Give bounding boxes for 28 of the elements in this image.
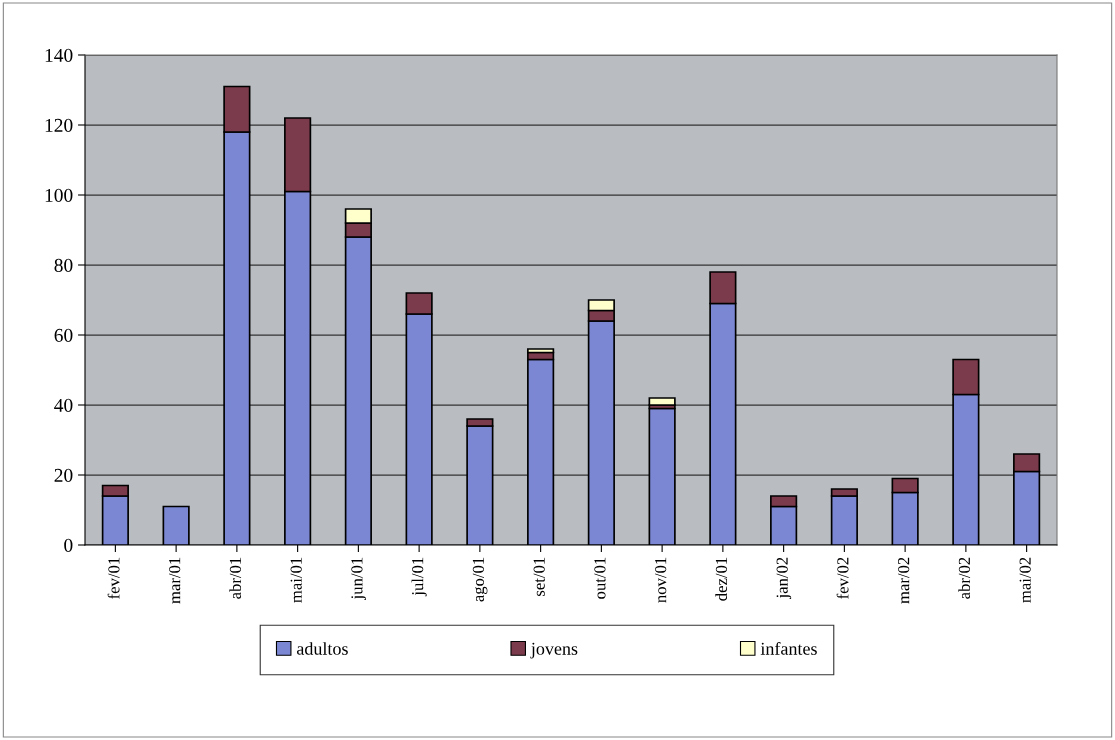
x-tick-label: jun/01 [351,557,366,600]
x-tick-label: set/01 [533,557,545,596]
y-tick-label: 20 [54,468,73,482]
y-tick-label: 80 [54,258,73,272]
x-tick-label: mar/02 [898,557,910,604]
x-tick-label: abr/01 [229,557,242,599]
x-tick-label: fev/01 [107,557,120,599]
y-tick-label: 120 [45,118,73,132]
x-tick-label: mar/01 [169,557,181,604]
y-tick-label: 0 [64,538,73,552]
legend-label: adultos [296,642,348,655]
legend-label: jovens [530,642,578,659]
x-tick-label: jul/01 [411,557,427,597]
bar [648,397,676,406]
x-tick-label: nov/01 [655,557,667,603]
x-tick-label: ago/01 [472,557,488,602]
legend-label: infantes [760,641,817,655]
y-tick-label: 40 [54,398,73,412]
y-tick-label: 60 [54,328,73,342]
x-tick-label: mai/01 [290,557,302,603]
x-tick-label: out/01 [594,557,606,599]
y-tick-label: 100 [45,188,73,202]
x-tick-label: abr/02 [958,557,971,599]
x-tick-label: dez/01 [715,557,728,601]
x-tick-label: mai/02 [1019,557,1031,603]
x-tick-label: jan/02 [776,557,792,599]
y-tick-label: 140 [45,48,73,62]
x-tick-label: fev/02 [836,557,849,599]
